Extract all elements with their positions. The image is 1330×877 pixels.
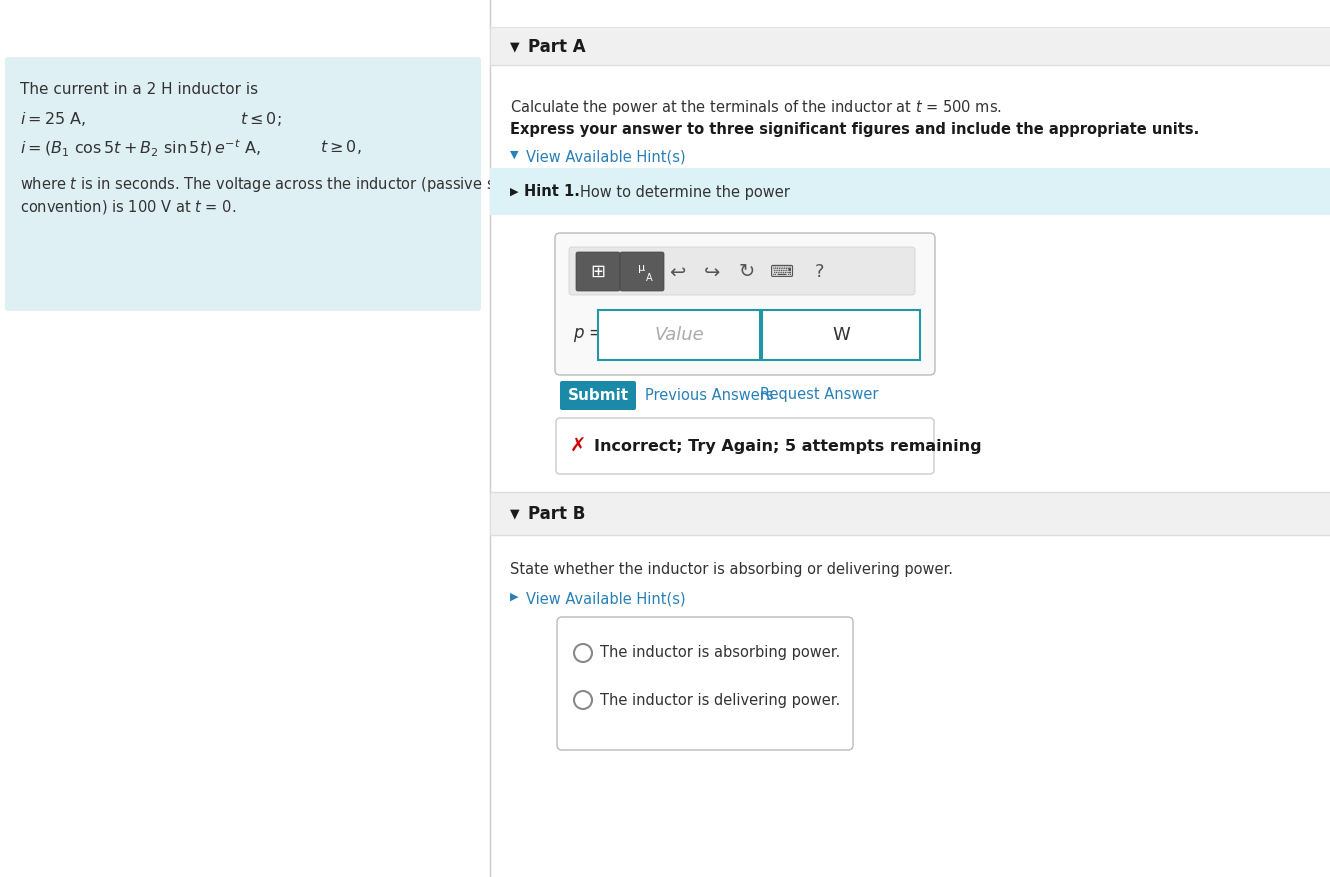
FancyBboxPatch shape [489, 168, 1330, 215]
Text: ✗: ✗ [569, 437, 587, 455]
FancyBboxPatch shape [762, 310, 920, 360]
Text: μ: μ [638, 263, 645, 273]
FancyBboxPatch shape [560, 381, 636, 410]
Text: ↻: ↻ [738, 262, 755, 282]
Text: ⊞: ⊞ [591, 263, 605, 281]
Text: State whether the inductor is absorbing or delivering power.: State whether the inductor is absorbing … [509, 562, 954, 577]
Text: Hint 1.: Hint 1. [524, 184, 580, 199]
Circle shape [575, 691, 592, 709]
FancyBboxPatch shape [620, 252, 664, 291]
Text: Part A: Part A [528, 38, 585, 56]
FancyBboxPatch shape [557, 617, 853, 750]
Text: ↪: ↪ [704, 262, 720, 282]
Text: The inductor is absorbing power.: The inductor is absorbing power. [600, 645, 841, 660]
Text: ▼: ▼ [509, 40, 520, 53]
Text: The inductor is delivering power.: The inductor is delivering power. [600, 693, 841, 708]
FancyBboxPatch shape [555, 233, 935, 375]
Text: View Available Hint(s): View Available Hint(s) [525, 592, 686, 607]
Text: ▼: ▼ [509, 508, 520, 521]
Text: ↩: ↩ [669, 262, 685, 282]
FancyBboxPatch shape [489, 27, 1330, 65]
Text: $i = 25$ A,: $i = 25$ A, [20, 110, 86, 128]
Text: Previous Answers: Previous Answers [645, 388, 774, 403]
Text: Submit: Submit [568, 389, 629, 403]
Circle shape [575, 644, 592, 662]
Text: convention) is 100 V at $t$ = 0.: convention) is 100 V at $t$ = 0. [20, 198, 237, 216]
Text: Part B: Part B [528, 505, 585, 523]
Text: ?: ? [815, 263, 825, 281]
Text: Request Answer: Request Answer [759, 388, 879, 403]
Text: $t \geq 0,$: $t \geq 0,$ [321, 138, 362, 156]
FancyBboxPatch shape [598, 310, 759, 360]
Text: ▼: ▼ [509, 150, 519, 160]
FancyBboxPatch shape [556, 418, 934, 474]
Text: A: A [645, 273, 652, 283]
Text: Calculate the power at the terminals of the inductor at $t$ = 500 ms.: Calculate the power at the terminals of … [509, 98, 1001, 117]
Text: Incorrect; Try Again; 5 attempts remaining: Incorrect; Try Again; 5 attempts remaini… [595, 438, 982, 453]
FancyBboxPatch shape [5, 57, 481, 311]
Text: Value: Value [654, 326, 704, 344]
Text: View Available Hint(s): View Available Hint(s) [525, 150, 686, 165]
Text: where $t$ is in seconds. The voltage across the inductor (passive sign: where $t$ is in seconds. The voltage acr… [20, 175, 517, 194]
Text: $t \leq 0;$: $t \leq 0;$ [239, 110, 282, 128]
Text: How to determine the power: How to determine the power [580, 184, 790, 199]
FancyBboxPatch shape [576, 252, 620, 291]
FancyBboxPatch shape [569, 247, 915, 295]
Text: ▶: ▶ [509, 187, 519, 197]
Text: Express your answer to three significant figures and include the appropriate uni: Express your answer to three significant… [509, 122, 1200, 137]
Text: The current in a 2 H inductor is: The current in a 2 H inductor is [20, 82, 258, 97]
Text: ⌨: ⌨ [770, 263, 794, 281]
Text: $p$ =: $p$ = [573, 326, 602, 344]
Text: W: W [833, 326, 850, 344]
Text: ▶: ▶ [509, 592, 519, 602]
Text: $i = (B_1\ \cos 5t + B_2\ \sin 5t)\,e^{-t}$ A,: $i = (B_1\ \cos 5t + B_2\ \sin 5t)\,e^{-… [20, 138, 261, 159]
FancyBboxPatch shape [489, 492, 1330, 535]
